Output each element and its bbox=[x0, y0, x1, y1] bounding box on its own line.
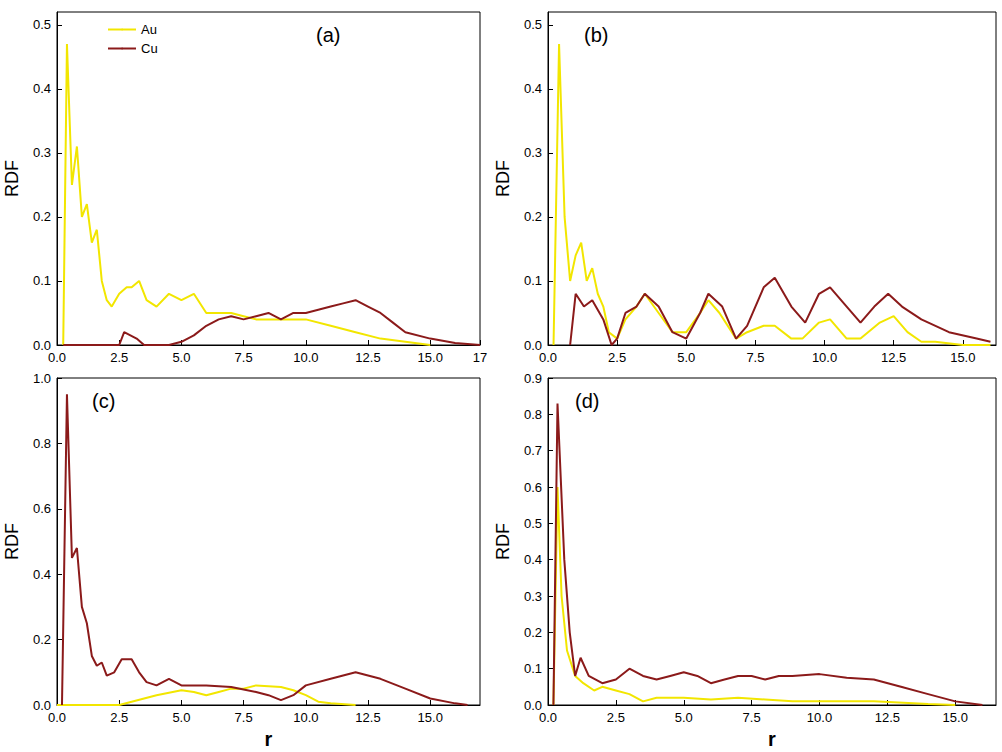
svg-text:0.4: 0.4 bbox=[33, 81, 51, 96]
svg-text:2.5: 2.5 bbox=[608, 350, 626, 365]
svg-text:Au: Au bbox=[141, 22, 157, 37]
svg-text:1.0: 1.0 bbox=[33, 371, 51, 386]
svg-text:0.1: 0.1 bbox=[524, 273, 542, 288]
svg-text:RDF: RDF bbox=[493, 160, 513, 197]
svg-text:0.4: 0.4 bbox=[524, 552, 542, 567]
svg-text:7.5: 7.5 bbox=[743, 710, 761, 725]
svg-text:0.2: 0.2 bbox=[524, 209, 542, 224]
svg-text:10.0: 10.0 bbox=[807, 710, 832, 725]
svg-text:0.0: 0.0 bbox=[523, 337, 542, 353]
svg-text:0.0: 0.0 bbox=[32, 697, 51, 713]
svg-text:0.2: 0.2 bbox=[33, 632, 51, 647]
svg-text:0.8: 0.8 bbox=[33, 436, 51, 451]
svg-text:0.1: 0.1 bbox=[524, 661, 542, 676]
svg-text:0.5: 0.5 bbox=[33, 17, 51, 32]
svg-text:5.0: 5.0 bbox=[172, 710, 190, 725]
svg-text:RDF: RDF bbox=[2, 523, 22, 560]
svg-text:15.0: 15.0 bbox=[943, 710, 968, 725]
svg-text:r: r bbox=[265, 728, 273, 750]
svg-text:(d): (d) bbox=[575, 390, 599, 412]
svg-text:15.0: 15.0 bbox=[418, 710, 443, 725]
svg-text:0.3: 0.3 bbox=[524, 589, 542, 604]
svg-text:7.5: 7.5 bbox=[746, 350, 764, 365]
svg-text:12.5: 12.5 bbox=[355, 710, 380, 725]
svg-text:0.6: 0.6 bbox=[524, 480, 542, 495]
svg-text:0.0: 0.0 bbox=[539, 350, 557, 365]
svg-text:RDF: RDF bbox=[493, 523, 513, 560]
svg-text:15.0: 15.0 bbox=[950, 350, 975, 365]
svg-text:17: 17 bbox=[473, 350, 487, 365]
svg-text:0.9: 0.9 bbox=[524, 371, 542, 386]
svg-text:0.3: 0.3 bbox=[33, 145, 51, 160]
svg-text:0.0: 0.0 bbox=[539, 710, 557, 725]
svg-text:2.5: 2.5 bbox=[110, 710, 128, 725]
svg-text:5.0: 5.0 bbox=[675, 710, 693, 725]
svg-text:0.5: 0.5 bbox=[524, 17, 542, 32]
svg-text:0.5: 0.5 bbox=[524, 516, 542, 531]
svg-text:12.5: 12.5 bbox=[875, 710, 900, 725]
svg-text:0.0: 0.0 bbox=[32, 337, 51, 353]
svg-text:2.5: 2.5 bbox=[110, 350, 128, 365]
svg-text:0.7: 0.7 bbox=[524, 443, 542, 458]
svg-text:10.0: 10.0 bbox=[812, 350, 837, 365]
svg-text:0.4: 0.4 bbox=[524, 81, 542, 96]
svg-text:0.6: 0.6 bbox=[33, 501, 51, 516]
svg-text:(c): (c) bbox=[92, 390, 115, 412]
svg-text:(b): (b) bbox=[584, 24, 608, 46]
svg-text:12.5: 12.5 bbox=[881, 350, 906, 365]
svg-text:(a): (a) bbox=[316, 24, 340, 46]
svg-text:0.1: 0.1 bbox=[33, 273, 51, 288]
svg-text:15.0: 15.0 bbox=[418, 350, 443, 365]
svg-text:0.2: 0.2 bbox=[33, 209, 51, 224]
svg-text:7.5: 7.5 bbox=[235, 710, 253, 725]
svg-text:r: r bbox=[768, 728, 776, 750]
svg-text:10.0: 10.0 bbox=[293, 710, 318, 725]
svg-text:0.0: 0.0 bbox=[523, 697, 542, 713]
svg-text:0.2: 0.2 bbox=[524, 625, 542, 640]
svg-text:12.5: 12.5 bbox=[355, 350, 380, 365]
svg-text:2.5: 2.5 bbox=[607, 710, 625, 725]
svg-text:0.4: 0.4 bbox=[33, 567, 51, 582]
svg-text:5.0: 5.0 bbox=[677, 350, 695, 365]
svg-text:0.0: 0.0 bbox=[48, 710, 66, 725]
svg-text:Cu: Cu bbox=[141, 41, 158, 56]
svg-text:7.5: 7.5 bbox=[235, 350, 253, 365]
svg-text:RDF: RDF bbox=[2, 160, 22, 197]
svg-text:10.0: 10.0 bbox=[293, 350, 318, 365]
svg-text:0.3: 0.3 bbox=[524, 145, 542, 160]
svg-text:0.8: 0.8 bbox=[524, 407, 542, 422]
svg-text:5.0: 5.0 bbox=[172, 350, 190, 365]
svg-text:0.0: 0.0 bbox=[48, 350, 66, 365]
